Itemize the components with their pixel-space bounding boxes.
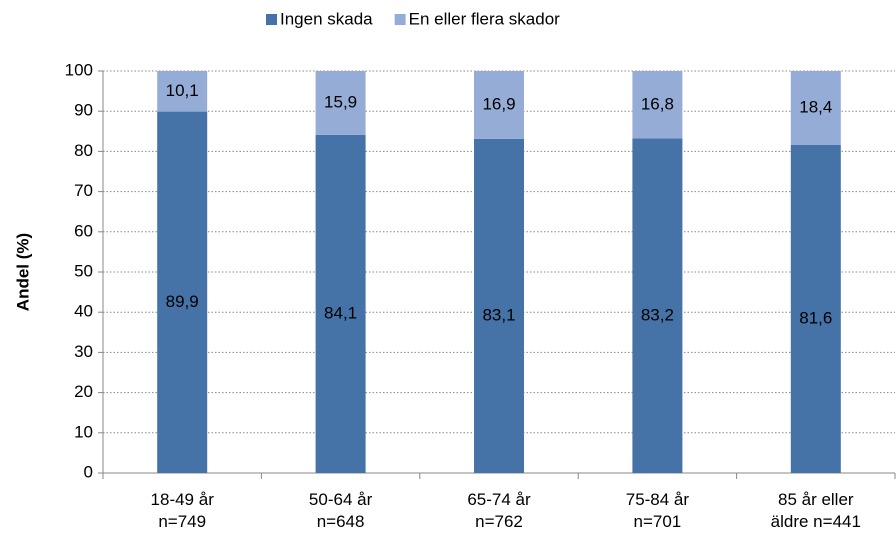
- y-tick-label: 100: [65, 60, 93, 79]
- y-tick-label: 40: [74, 302, 93, 321]
- bar-segment: [157, 71, 208, 112]
- bar-segment: [632, 71, 683, 139]
- bar-segment: [315, 71, 366, 135]
- bar-segment: [157, 111, 208, 474]
- data-label: 10,1: [166, 81, 199, 100]
- data-label: 83,1: [482, 305, 515, 324]
- bar-segment: [790, 144, 841, 473]
- y-tick-label: 50: [74, 261, 93, 280]
- legend: Ingen skada En eller flera skador: [266, 9, 560, 28]
- x-tick-label: 50-64 år n=648: [309, 490, 373, 531]
- data-label: 18,4: [799, 97, 832, 116]
- y-tick-label: 20: [74, 382, 93, 401]
- data-label: 83,2: [641, 305, 674, 324]
- legend-swatch: [266, 14, 277, 25]
- bar-segment: [474, 138, 524, 474]
- legend-label: En eller flera skador: [409, 9, 561, 28]
- bar-segment: [790, 71, 841, 145]
- data-label: 89,9: [166, 292, 199, 311]
- bar-segment: [632, 138, 683, 473]
- data-label: 81,6: [799, 308, 832, 327]
- y-tick-label: 90: [74, 101, 93, 120]
- data-label: 16,8: [641, 94, 674, 113]
- y-tick-label: 60: [74, 221, 93, 240]
- x-tick-label: 18-49 år n=749: [151, 490, 215, 531]
- data-label: 15,9: [324, 92, 357, 111]
- data-label: 16,9: [482, 94, 515, 113]
- bar-segment: [315, 134, 366, 473]
- y-tick-label: 80: [74, 141, 93, 160]
- x-tick-label: 65-74 år n=762: [467, 490, 531, 531]
- y-tick-label: 30: [74, 342, 93, 361]
- x-tick-label: 75-84 år n=701: [626, 490, 690, 531]
- legend-swatch: [394, 14, 406, 25]
- legend-label: Ingen skada: [280, 9, 373, 28]
- bar-segment: [474, 71, 524, 139]
- y-tick-label: 70: [74, 181, 93, 200]
- y-tick-label: 0: [84, 462, 93, 481]
- y-axis-label: Andel (%): [13, 233, 32, 311]
- y-tick-label: 10: [74, 422, 93, 441]
- x-tick-label: 85 år eller äldre n=441: [771, 490, 861, 531]
- data-label: 84,1: [324, 303, 357, 322]
